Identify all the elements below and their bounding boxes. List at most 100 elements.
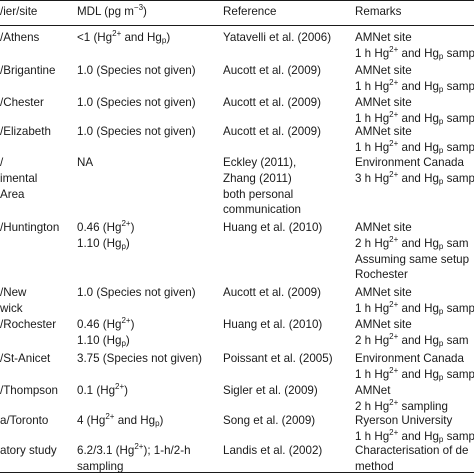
cell-sub: p <box>438 51 444 61</box>
cell-line: AMNet site <box>355 317 468 333</box>
cell-line: 2 h Hg2+ and Hgp sam <box>355 332 469 349</box>
cell-line: Huang et al. (2010) <box>223 221 323 234</box>
cell-text: AMNet site <box>355 125 412 138</box>
cell-text: 1.0 (Species not given) <box>77 96 196 109</box>
header-mdl-text: MDL (pg m <box>77 5 134 18</box>
cell-line: 2 h Hg2+ sampling <box>355 398 448 415</box>
table-bottom-rule <box>0 472 474 473</box>
cell-sub: p <box>438 338 444 348</box>
cell-line: Aucott et al. (2009) <box>223 125 321 138</box>
cell-line: communication <box>223 203 301 217</box>
cell-reference: Aucott et al. (2009) <box>223 95 321 111</box>
cell-sup: 2+ <box>115 382 125 391</box>
cell-line: Zhang (2011) <box>223 171 292 185</box>
cell-text: 1 h Hg <box>355 367 390 381</box>
cell-line: Eckley (2011), <box>223 156 297 169</box>
cell-remarks: Ryerson University 1 h Hg2+ and Hgp samp <box>355 413 474 445</box>
cell-text: 1 h Hg <box>355 429 390 443</box>
cell-reference: Aucott et al. (2009) <box>223 63 321 79</box>
cell-text: samp <box>443 140 474 154</box>
cell-remarks: Environment Canada 3 h Hg2+ and Hgp samp <box>355 155 474 187</box>
cell-reference: Huang et al. (2010) <box>223 220 322 236</box>
cell-line: /Brigantine <box>0 64 56 77</box>
cell-line: /Rochester <box>0 318 57 331</box>
cell-sup: 2+ <box>105 412 115 421</box>
cell-text: and Hg <box>398 171 439 185</box>
cell-reference: Landis et al. (2002) <box>223 443 322 459</box>
cell-text: and Hg <box>398 111 439 125</box>
cell-line: Environment Canada <box>355 155 474 171</box>
cell-text: AMNet site <box>355 64 412 77</box>
cell-text: ) <box>130 221 135 234</box>
cell-text: Environment Canada <box>355 352 464 365</box>
cell-line: NA <box>77 155 93 171</box>
cell-line: wick <box>0 301 23 315</box>
cell-reference: Poissant et al. (2005) <box>223 351 333 367</box>
cell-text: 1.0 (Species not given) <box>77 125 196 138</box>
cell-line: 1 h Hg2+ and Hgp samp <box>355 78 474 95</box>
cell-sub: p <box>438 372 444 382</box>
cell-line: atory study <box>0 444 57 457</box>
cell-text: and Hg <box>398 301 439 315</box>
cell-line: Rochester <box>355 267 469 283</box>
cell-line: 1.10 (Hgp) <box>77 333 134 349</box>
cell-remarks: AMNet site 2 h Hg2+ and Hgp sam Assuming s… <box>355 220 469 283</box>
cell-mdl: 1.0 (Species not given) <box>77 95 196 111</box>
cell-text: ) <box>125 333 130 347</box>
cell-site: / imental Area <box>0 155 37 202</box>
cell-line: 1.0 (Species not given) <box>77 124 196 140</box>
cell-line: 3.75 (Species not given) <box>77 351 202 367</box>
cell-line: Huang et al. (2010) <box>223 318 323 331</box>
cell-text: and Hg <box>398 367 439 381</box>
cell-text: samp <box>443 367 474 381</box>
cell-line: both personal <box>223 187 294 201</box>
cell-line: AMNet site <box>355 63 474 79</box>
cell-sub: p <box>438 116 444 126</box>
cell-line: a/Toronto <box>0 414 49 427</box>
cell-line: Aucott et al. (2009) <box>223 96 321 109</box>
cell-text: samp <box>443 429 474 443</box>
cell-text: sam <box>443 333 469 347</box>
cell-text: 1.0 (Species not given) <box>77 64 196 77</box>
cell-text: method <box>355 459 394 473</box>
cell-reference: Huang et al. (2010) <box>223 317 322 333</box>
cell-remarks: AMNet site 1 h Hg2+ and Hgp samp <box>355 124 474 156</box>
cell-line: 0.1 (Hg2+) <box>77 383 128 399</box>
header-site: /ier/site <box>0 5 38 18</box>
cell-line: 1.0 (Species not given) <box>77 285 196 301</box>
cell-sup: 2+ <box>389 365 399 375</box>
cell-sub: p <box>438 84 444 94</box>
cell-text: 1.0 (Species not given) <box>77 286 196 299</box>
cell-text: and Hg <box>398 429 439 443</box>
cell-text: and Hg <box>398 140 439 154</box>
header-mdl-sup: −3 <box>133 3 144 12</box>
cell-text: 0.46 (Hg <box>77 318 122 331</box>
cell-mdl: 0.46 (Hg2+) 1.10 (Hgp) <box>77 220 134 252</box>
cell-text: 0.1 (Hg <box>77 384 116 397</box>
cell-mdl: NA <box>77 155 93 171</box>
cell-text: ) <box>166 31 171 44</box>
cell-sub: p <box>438 241 444 251</box>
cell-line: 1 h Hg2+ and Hgp samp <box>355 300 474 317</box>
cell-line: 1.10 (Hgp) <box>77 236 134 252</box>
cell-line: Assuming same setup <box>355 252 469 268</box>
cell-sup: 2+ <box>121 316 131 325</box>
cell-text: ) <box>125 236 130 250</box>
cell-site: /Brigantine <box>0 63 55 79</box>
cell-mdl: 0.1 (Hg2+) <box>77 383 128 399</box>
cell-line: /Huntington <box>0 221 60 234</box>
cell-text: 1 h Hg <box>355 46 390 60</box>
cell-text: 1.10 (Hg <box>77 236 122 250</box>
cell-line: Sigler et al. (2009) <box>223 384 318 397</box>
cell-line: 2 h Hg2+ and Hgp sam <box>355 235 469 252</box>
cell-site: /Thompson <box>0 383 58 399</box>
cell-site: /Elizabeth <box>0 124 51 140</box>
cell-text: sampling <box>398 399 448 413</box>
cell-sub: p <box>121 338 126 348</box>
cell-text: 1 h Hg <box>355 140 390 154</box>
cell-reference: Sigler et al. (2009) <box>223 383 318 399</box>
cell-sup: 2+ <box>389 44 399 54</box>
cell-line: Yatavelli et al. (2006) <box>223 31 332 44</box>
cell-line: / <box>0 156 4 169</box>
cell-line: AMNet site <box>355 30 474 46</box>
